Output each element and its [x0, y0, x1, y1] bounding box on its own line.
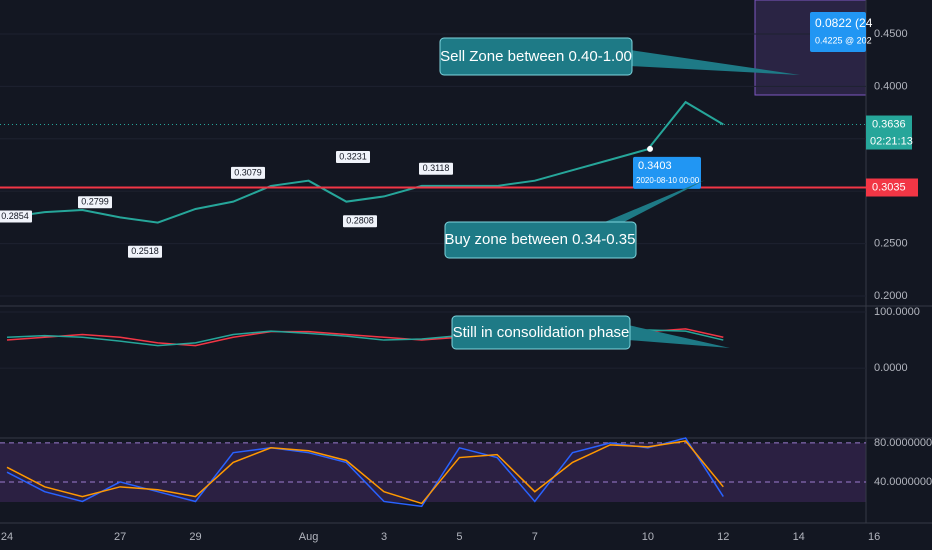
price-label: 0.2518 [131, 246, 159, 256]
callout-pointer [600, 180, 705, 224]
x-tick-label: 10 [642, 531, 654, 543]
price-label-box [343, 215, 377, 228]
price-label-box [128, 245, 162, 258]
callout-box [439, 37, 633, 76]
price-tag-text: 0.3035 [872, 181, 906, 193]
y-tick-label: 0.4000 [874, 80, 908, 92]
x-tick-label: 14 [793, 531, 805, 543]
price-label: 0.2854 [1, 211, 29, 221]
x-tick-label: 7 [532, 531, 538, 543]
y-tick-label: 0.2000 [874, 290, 908, 302]
price-tag [866, 178, 918, 197]
y-tick-label: 0.0000 [874, 362, 908, 374]
price-tag [866, 115, 912, 150]
callout-pointer [630, 50, 800, 75]
annotation: Buy zone between 0.34-0.35 [445, 231, 636, 248]
callout-box [451, 315, 631, 350]
countdown: 02:21:13 [870, 135, 913, 147]
price-label: 0.2808 [346, 216, 374, 226]
price-label-box [419, 162, 453, 175]
y-tick-label: 0.4500 [874, 28, 908, 40]
marker-value: 0.3403 [638, 160, 672, 172]
price-label: 0.3079 [234, 167, 262, 177]
marker-box [633, 156, 701, 189]
annotation: Still in consolidation phase [453, 324, 630, 341]
x-tick-label: 16 [868, 531, 880, 543]
measure-text: 0.0822 (24 [815, 16, 873, 30]
y-tick-label: 40.00000000 [874, 476, 932, 488]
stoch-band [0, 443, 866, 502]
price-tag-text: 0.3636 [872, 118, 906, 130]
y-tick-label: 80.00000000 [874, 437, 932, 449]
x-tick-label: 12 [717, 531, 729, 543]
price-label-box [336, 150, 370, 163]
marker-point [647, 145, 653, 152]
price-label-box [231, 166, 265, 179]
callout-box [444, 221, 637, 259]
price-label-box [78, 196, 112, 209]
marker-date: 2020-08-10 00:00 [636, 176, 700, 185]
annotation: Sell Zone between 0.40-1.00 [440, 48, 632, 65]
series-line [6, 437, 724, 508]
y-tick-label: 0.2500 [874, 237, 908, 249]
series-line [6, 100, 724, 224]
price-label: 0.3231 [339, 151, 367, 161]
measure-label [810, 12, 866, 52]
y-tick-label: 100.0000 [874, 306, 920, 318]
x-tick-label: 29 [189, 531, 201, 543]
price-label: 0.3118 [423, 163, 450, 173]
x-tick-label: 24 [1, 531, 13, 543]
measure-detail: 0.4225 @ 202 [815, 35, 872, 45]
price-label-box [0, 210, 32, 223]
price-label: 0.2799 [81, 197, 109, 207]
x-tick-label: Aug [299, 531, 319, 543]
x-tick-label: 3 [381, 531, 387, 543]
callout-pointer [628, 325, 730, 348]
series-line [6, 440, 724, 505]
x-tick-label: 27 [114, 531, 126, 543]
x-tick-label: 5 [456, 531, 462, 543]
